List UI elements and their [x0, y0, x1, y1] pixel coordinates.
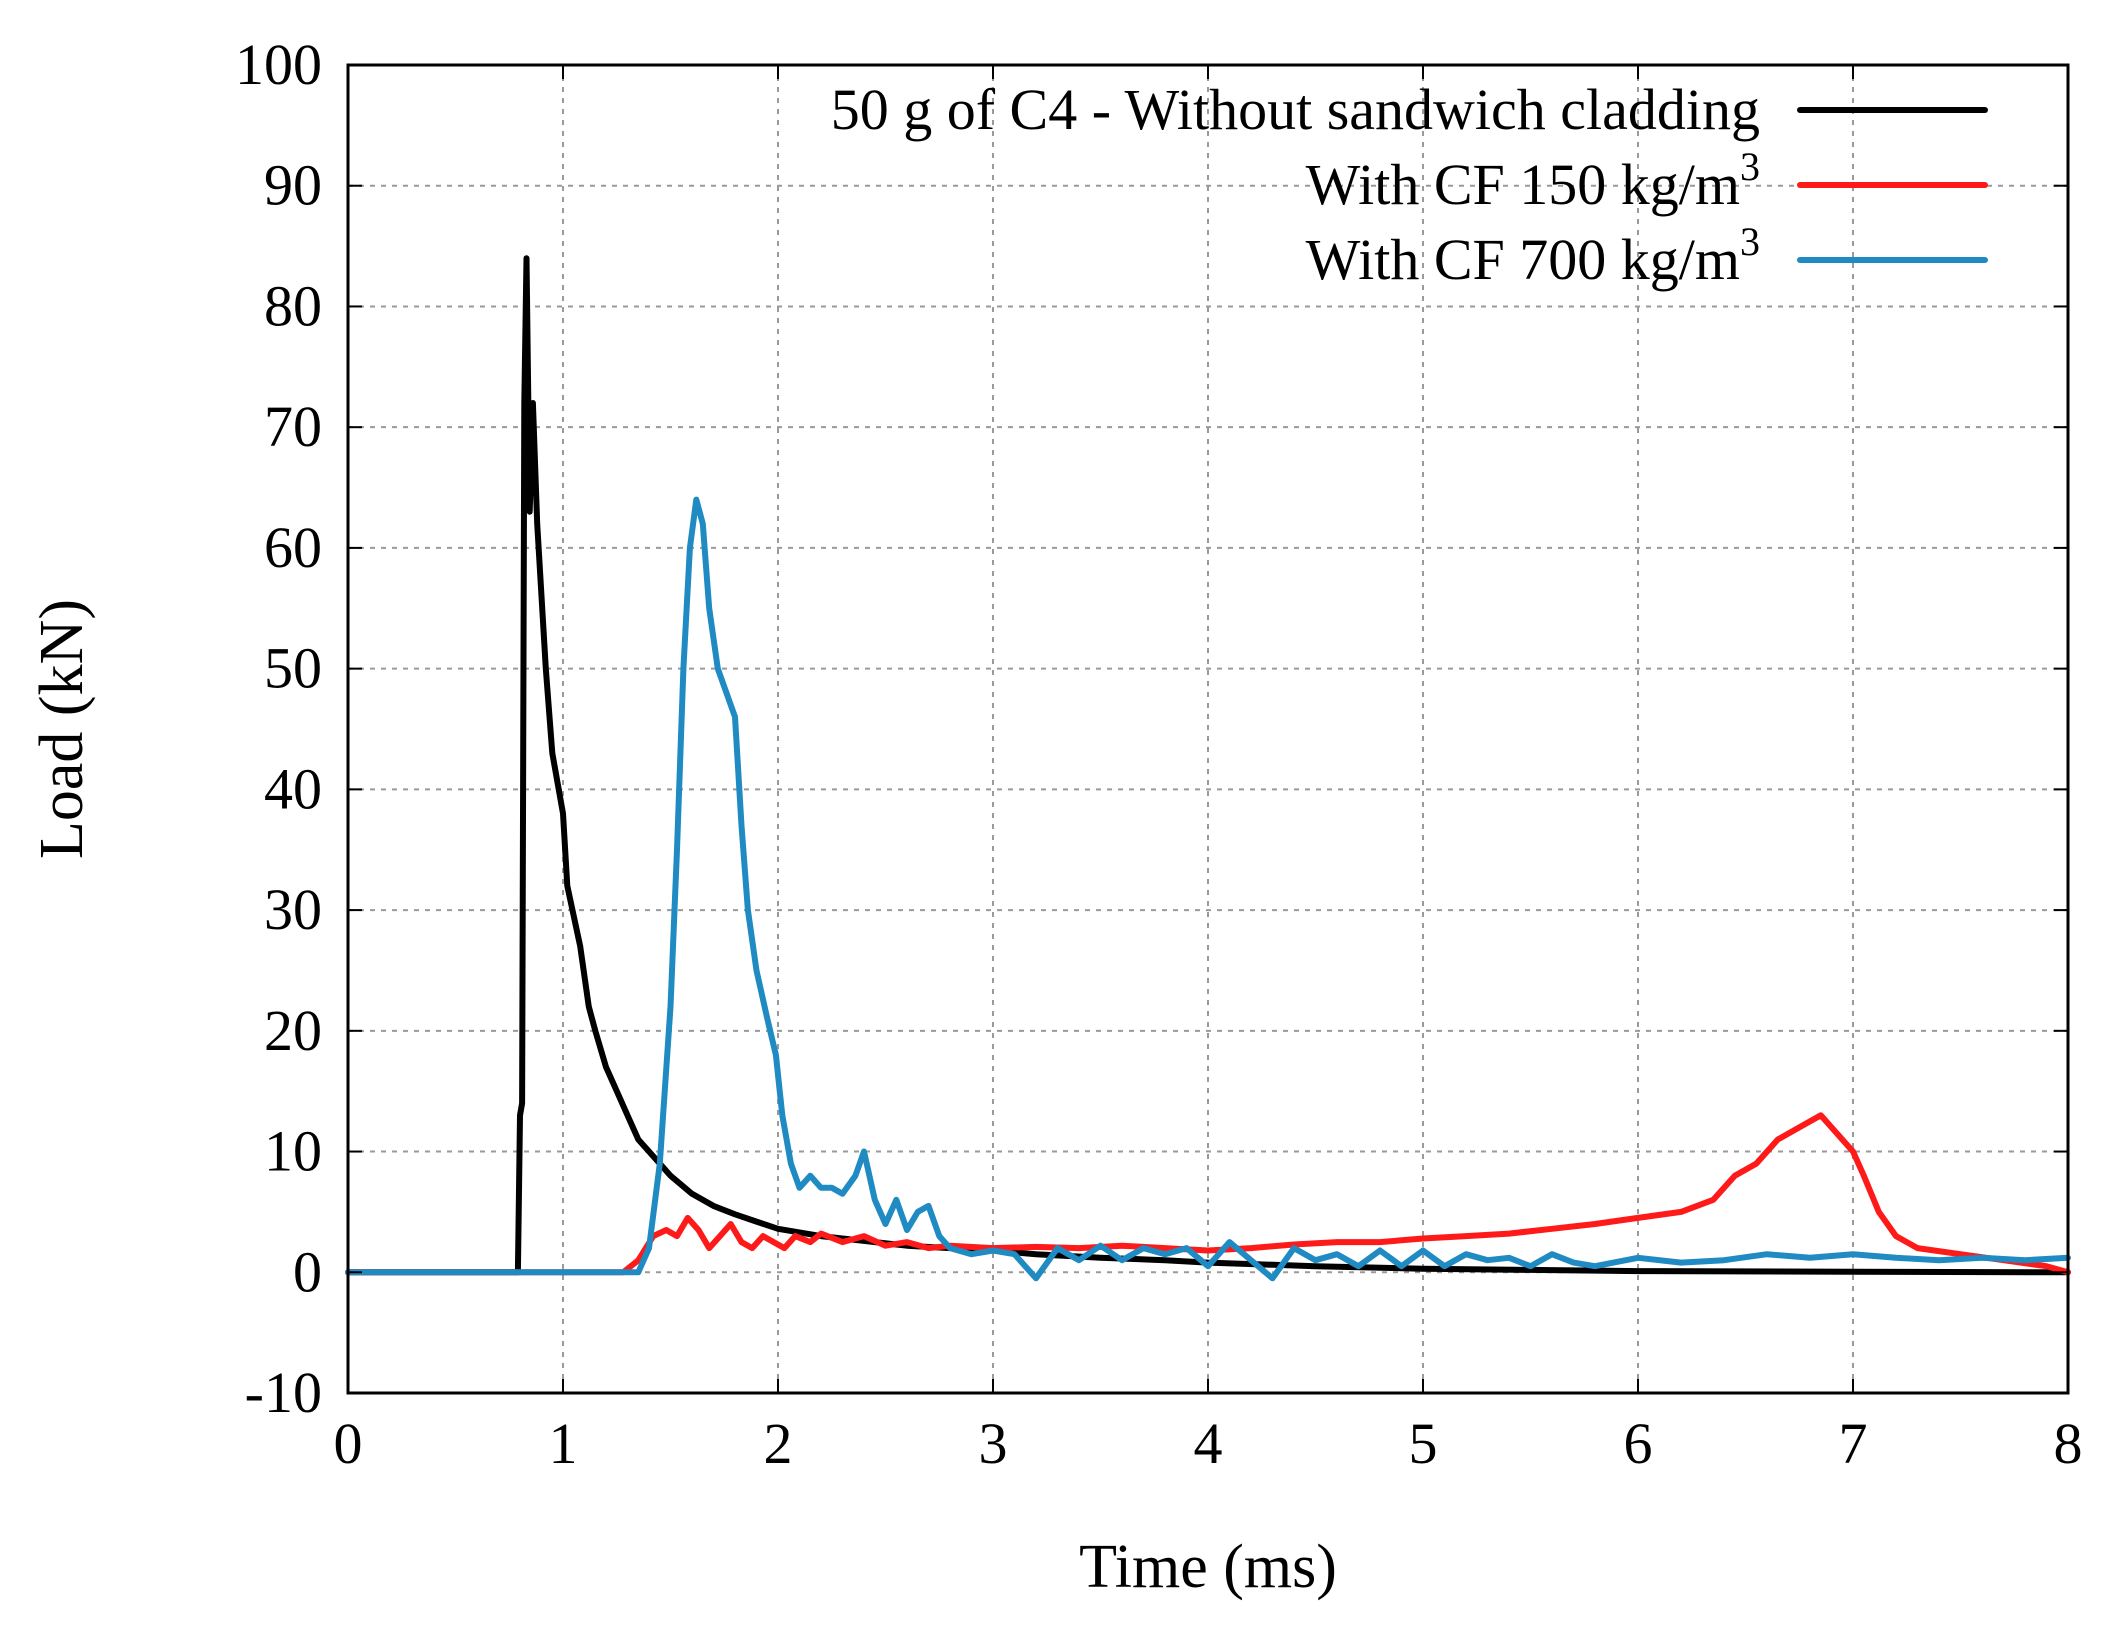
x-tick-label: 4: [1194, 1411, 1223, 1476]
legend-entry-cf-700: With CF 700 kg/m3: [1306, 219, 1988, 292]
y-tick-label: -10: [245, 1360, 322, 1425]
legend-label: With CF 150 kg/m3: [1306, 144, 1760, 217]
x-axis-tick-labels: 0 1 2 3 4 5 6 7 8: [334, 1411, 2083, 1476]
y-tick-label: 40: [264, 756, 322, 821]
y-tick-label: 50: [264, 636, 322, 701]
series-lines: [345, 255, 2071, 1282]
legend-entry-cf-150: With CF 150 kg/m3: [1306, 144, 1988, 217]
y-tick-label: 10: [264, 1119, 322, 1184]
series-line-1: [345, 1112, 2071, 1276]
y-tick-label: 30: [264, 877, 322, 942]
legend-label: With CF 700 kg/m3: [1306, 219, 1760, 292]
y-tick-label: 90: [264, 153, 322, 218]
x-tick-label: 2: [764, 1411, 793, 1476]
legend: 50 g of C4 - Without sandwich cladding W…: [831, 77, 1988, 292]
x-tick-label: 0: [334, 1411, 363, 1476]
axis-ticks: [347, 64, 2069, 1394]
y-tick-label: 70: [264, 394, 322, 459]
legend-entry-without-cladding: 50 g of C4 - Without sandwich cladding: [831, 77, 1988, 142]
x-axis-title: Time (ms): [1079, 1533, 1337, 1601]
grid-lines: [348, 65, 2068, 1393]
x-tick-label: 8: [2054, 1411, 2083, 1476]
y-axis-tick-labels: -10 0 10 20 30 40 50 60 70 80 90 100: [235, 32, 322, 1425]
x-tick-label: 3: [979, 1411, 1008, 1476]
y-axis-title: Load (kN): [28, 599, 96, 859]
x-tick-label: 6: [1624, 1411, 1653, 1476]
y-tick-label: 60: [264, 515, 322, 580]
y-tick-label: 20: [264, 998, 322, 1063]
series-line-2: [345, 496, 2071, 1282]
x-tick-label: 7: [1839, 1411, 1868, 1476]
x-tick-label: 1: [549, 1411, 578, 1476]
y-tick-label: 100: [235, 32, 322, 97]
y-tick-label: 0: [293, 1239, 322, 1304]
x-tick-label: 5: [1409, 1411, 1438, 1476]
legend-label: 50 g of C4 - Without sandwich cladding: [831, 77, 1760, 142]
y-tick-label: 80: [264, 273, 322, 338]
